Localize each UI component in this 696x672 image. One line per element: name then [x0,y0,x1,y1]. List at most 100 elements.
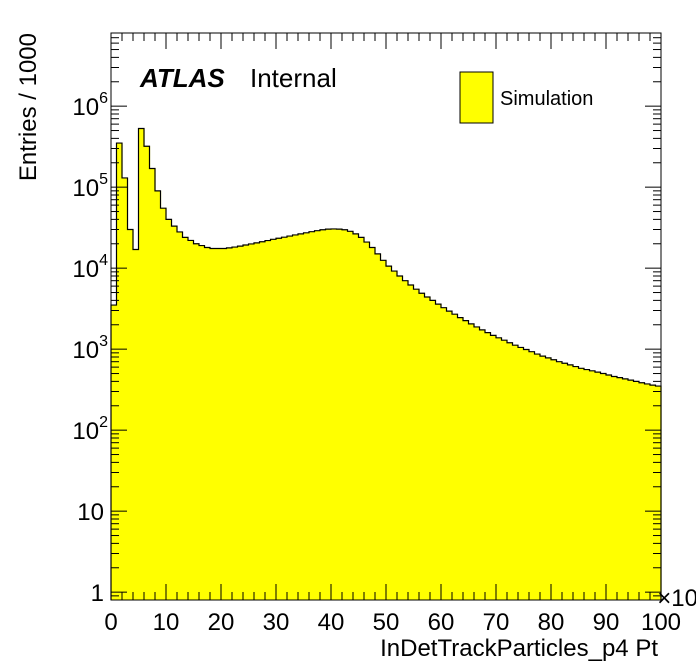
histogram-bin [331,228,338,600]
histogram-outline [110,127,662,600]
histogram-bin [375,253,382,600]
histogram-bin [430,300,437,600]
histogram-bin [309,231,316,600]
atlas-sublabel: Internal [250,63,337,93]
histogram-bin [155,190,162,601]
histogram-bin [358,237,365,600]
histogram-bin [501,340,508,600]
histogram-bin [133,249,140,600]
histogram-bin [325,229,332,600]
atlas-label: ATLAS [139,63,225,93]
histogram-bin [287,236,294,600]
legend-swatch-simulation [459,71,494,124]
histogram-bin [633,381,640,600]
y-tick-label: 106 [72,90,108,121]
histogram-bin [424,297,431,600]
histogram-bin [485,332,492,600]
histogram-bin [138,128,145,600]
y-tick-label: 103 [72,333,108,364]
histogram-bin [320,229,327,600]
x-tick-label: 30 [263,609,290,636]
x-tick-labels: 0 10 20 30 40 50 60 70 80 90 100 [104,609,681,636]
histogram-bin [204,247,211,601]
histogram-bin [342,229,349,600]
histogram-bin [276,238,283,600]
x-tick-label: 90 [593,609,620,636]
histogram-bin [127,229,134,600]
histogram-bin [413,289,420,600]
histogram-bin [529,351,536,600]
histogram-bin [177,231,184,600]
histogram-bin [221,248,228,600]
histogram-bin [237,246,244,601]
histogram-bin [364,242,371,600]
histogram-bin [232,247,239,600]
histogram-bin [254,242,261,600]
histogram-bin [441,307,448,600]
histogram-bin [215,248,222,600]
histogram-bin [595,372,602,600]
histogram-bin [182,237,189,600]
histogram-bin [551,359,558,600]
histogram-bin [171,226,178,600]
histogram-bin [111,305,118,600]
histogram-bin [369,247,376,601]
histogram-bin [617,377,624,600]
y-tick-labels: 1 10 102 103 104 105 106 [72,90,108,607]
y-tick-label: 105 [72,171,108,202]
histogram-bin [243,245,250,600]
x-axis-multiplier: ×10 [657,585,696,612]
legend-label-simulation: Simulation [500,88,593,110]
x-tick-label: 60 [428,609,455,636]
histogram-bin [226,247,233,600]
histogram-bin [446,311,453,600]
histogram-bin [193,243,200,601]
axis-ticks [110,32,662,601]
histogram-bin [644,383,651,600]
histogram-bin [166,219,173,600]
histogram-bin [380,260,387,600]
histogram-bin [655,386,662,600]
histogram-bin [589,370,596,600]
histogram-bin [523,349,530,600]
histogram-bin [270,239,277,600]
histogram-bin [600,373,607,600]
histogram-bin [474,326,481,600]
histogram-bin [578,368,585,600]
y-axis-title: Entries / 1000 [15,33,42,181]
x-tick-label: 100 [641,609,681,636]
histogram-bin [496,337,503,600]
histogram-bin [507,342,514,600]
x-tick-label: 80 [538,609,565,636]
histogram-bin [122,177,129,600]
histogram-bin [540,356,547,600]
histogram-bin [452,314,459,600]
histogram-bin [199,245,206,601]
histogram-bin [573,366,580,600]
histogram-bin [210,248,217,600]
histogram-bin [188,240,195,600]
y-tick-label: 104 [72,252,108,283]
histogram-bin [149,168,156,600]
histogram-bin [248,243,255,601]
x-tick-label: 0 [104,609,117,636]
histogram-bin [622,378,629,600]
histogram-bin [402,280,409,600]
y-tick-label: 102 [72,414,108,445]
histogram-bin [386,266,393,600]
histogram-bin [468,323,475,600]
histogram-bin [490,335,497,600]
x-tick-label: 40 [318,609,345,636]
histogram-bin [116,143,123,600]
histogram-bin [556,361,563,600]
histogram-bin [584,369,591,600]
histogram-bin [567,364,574,600]
histogram-bin [336,229,343,600]
histogram-bin [281,237,288,600]
histogram-bin [347,231,354,600]
histogram-bin [628,380,635,600]
histogram-bin [259,241,266,600]
histogram-bin [518,347,525,600]
histogram-bin [292,234,299,600]
